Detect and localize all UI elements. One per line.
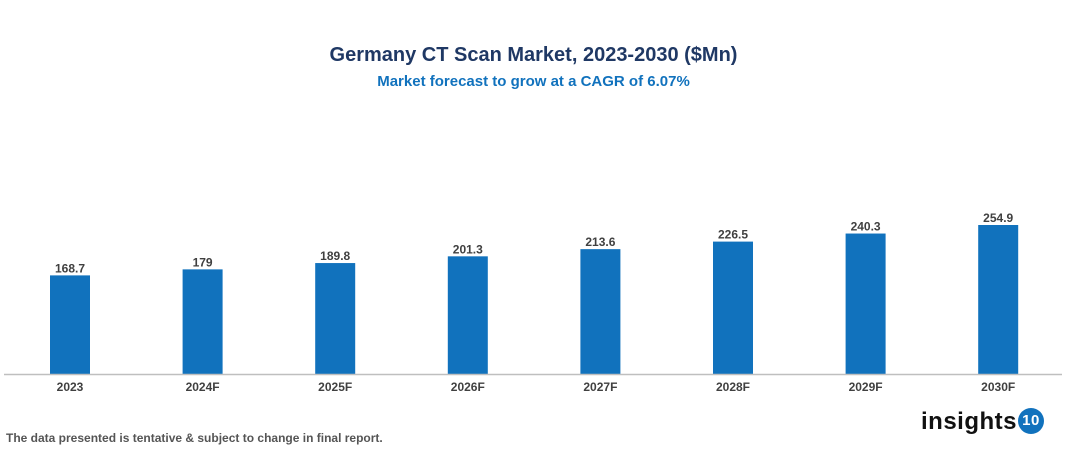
data-label: 240.3: [851, 220, 881, 234]
data-label: 179: [193, 255, 213, 269]
x-tick-label: 2029F: [849, 380, 883, 394]
x-tick-label: 2025F: [318, 380, 352, 394]
x-tick-label: 2028F: [716, 380, 750, 394]
data-label: 213.6: [585, 235, 615, 249]
x-tick-label: 2027F: [583, 380, 617, 394]
chart-title: Germany CT Scan Market, 2023-2030 ($Mn): [329, 44, 738, 66]
x-tick-label: 2030F: [981, 380, 1015, 394]
bar-2023: [50, 275, 90, 374]
data-label: 168.7: [55, 261, 85, 275]
logo-badge: 10: [1018, 407, 1045, 434]
x-tick-label: 2023: [57, 380, 84, 394]
footnote: The data presented is tentative & subjec…: [6, 431, 383, 445]
data-label: 226.5: [718, 228, 748, 242]
data-label: 254.9: [983, 211, 1013, 225]
data-label: 201.3: [453, 242, 483, 256]
insights10-logo: insights 10: [921, 407, 1045, 436]
bar-2024F: [182, 269, 223, 374]
bar-2026F: [447, 256, 488, 374]
chart-subtitle: Market forecast to grow at a CAGR of 6.0…: [377, 73, 690, 90]
logo-text: insights: [921, 408, 1018, 435]
bar-chart: 168.7 2023 179 2024F 189.8 2025F 201.3 2026F 213…: [4, 211, 1062, 394]
bar-2028F: [713, 241, 753, 374]
data-label: 189.8: [320, 249, 350, 263]
x-tick-label: 2026F: [451, 380, 485, 394]
bar-2030F: [978, 225, 1019, 374]
x-tick-label: 2024F: [186, 380, 220, 394]
bar-2027F: [580, 249, 621, 374]
bar-2025F: [315, 263, 356, 374]
bar-2029F: [845, 233, 886, 374]
